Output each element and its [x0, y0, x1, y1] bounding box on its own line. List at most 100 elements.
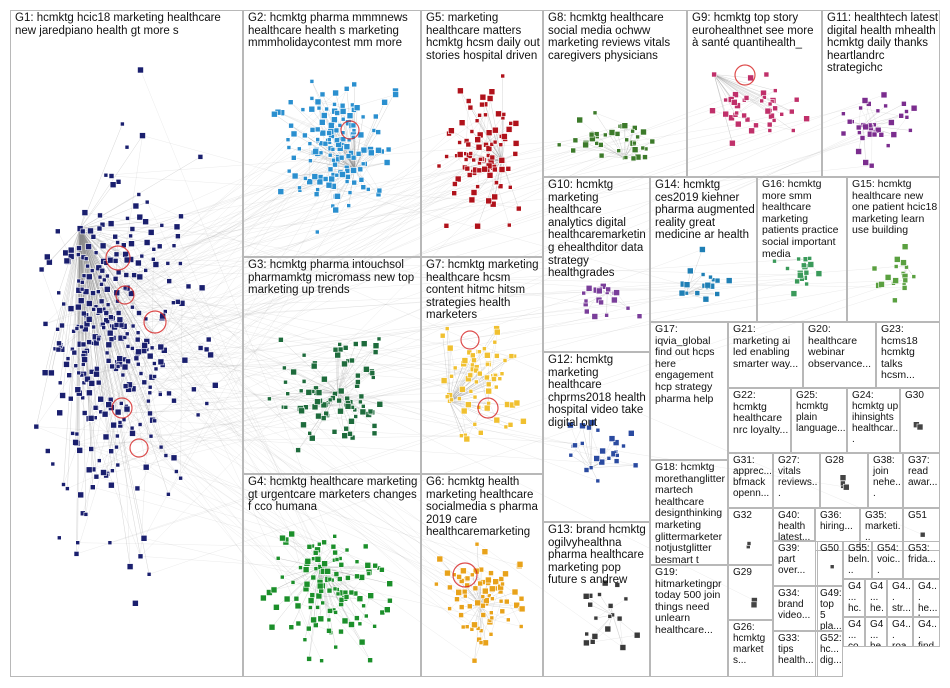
graph-node[interactable]: [76, 370, 81, 376]
graph-node[interactable]: [515, 205, 522, 212]
graph-node[interactable]: [619, 644, 627, 651]
graph-node[interactable]: [312, 549, 319, 556]
group-box-g27[interactable]: G27: vitals reviews...: [773, 453, 820, 508]
graph-node[interactable]: [478, 640, 484, 645]
graph-node[interactable]: [66, 372, 72, 379]
graph-node[interactable]: [919, 531, 926, 538]
graph-node[interactable]: [93, 370, 100, 378]
graph-node[interactable]: [86, 389, 93, 397]
graph-node[interactable]: [100, 469, 107, 476]
graph-node[interactable]: [344, 402, 352, 410]
graph-node[interactable]: [93, 473, 100, 480]
graph-node[interactable]: [72, 439, 79, 446]
graph-node[interactable]: [803, 115, 810, 122]
graph-node[interactable]: [890, 131, 898, 138]
graph-node[interactable]: [319, 91, 326, 98]
graph-node[interactable]: [124, 331, 130, 337]
graph-node[interactable]: [490, 596, 495, 602]
graph-node[interactable]: [146, 352, 154, 360]
graph-node[interactable]: [291, 172, 299, 180]
graph-node[interactable]: [132, 202, 140, 210]
graph-node[interactable]: [310, 574, 317, 581]
graph-node[interactable]: [607, 603, 614, 609]
graph-node[interactable]: [114, 408, 122, 416]
graph-node[interactable]: [341, 617, 349, 625]
graph-node[interactable]: [594, 141, 600, 146]
graph-node[interactable]: [354, 615, 360, 621]
graph-node[interactable]: [498, 598, 504, 604]
group-box-g53[interactable]: G53: frida...: [903, 541, 940, 579]
graph-node[interactable]: [623, 596, 629, 602]
graph-node[interactable]: [110, 421, 117, 429]
graph-node[interactable]: [474, 599, 482, 607]
graph-node[interactable]: [613, 289, 620, 296]
group-box-g1[interactable]: G1: hcmktg hcic18 marketing healthcare n…: [10, 10, 243, 677]
graph-node[interactable]: [313, 566, 319, 572]
graph-node[interactable]: [342, 344, 349, 351]
graph-node[interactable]: [477, 580, 484, 587]
graph-node[interactable]: [492, 166, 498, 173]
graph-node[interactable]: [355, 151, 362, 157]
graph-node[interactable]: [327, 152, 333, 158]
graph-node[interactable]: [462, 593, 468, 599]
graph-node[interactable]: [464, 575, 471, 582]
graph-node[interactable]: [55, 346, 62, 353]
graph-node[interactable]: [112, 233, 118, 240]
group-box-g4f[interactable]: G4... he... ins...: [865, 617, 887, 647]
graph-node[interactable]: [67, 305, 75, 312]
graph-node[interactable]: [156, 243, 163, 250]
graph-node[interactable]: [351, 81, 358, 88]
graph-node[interactable]: [97, 274, 103, 280]
graph-node[interactable]: [346, 112, 354, 119]
graph-node[interactable]: [103, 310, 110, 316]
graph-node[interactable]: [734, 120, 742, 128]
group-box-g4g[interactable]: G4... roa... lifel...: [887, 617, 913, 647]
graph-node[interactable]: [621, 443, 626, 449]
graph-node[interactable]: [73, 551, 80, 557]
graph-node[interactable]: [750, 601, 758, 609]
graph-node[interactable]: [367, 592, 375, 600]
graph-node[interactable]: [171, 243, 177, 248]
graph-node[interactable]: [678, 289, 686, 297]
graph-node[interactable]: [366, 571, 372, 576]
graph-node[interactable]: [304, 557, 312, 565]
graph-node[interactable]: [98, 298, 105, 305]
graph-node[interactable]: [790, 128, 796, 133]
graph-node[interactable]: [356, 595, 364, 603]
graph-node[interactable]: [59, 322, 65, 329]
graph-node[interactable]: [327, 122, 335, 129]
graph-node[interactable]: [122, 335, 128, 340]
graph-node[interactable]: [507, 421, 514, 428]
graph-node[interactable]: [166, 491, 171, 497]
graph-node[interactable]: [99, 242, 107, 250]
graph-node[interactable]: [788, 108, 795, 115]
graph-node[interactable]: [493, 384, 499, 390]
graph-node[interactable]: [465, 141, 472, 148]
graph-node[interactable]: [357, 166, 364, 173]
graph-node[interactable]: [456, 151, 464, 158]
graph-node[interactable]: [474, 541, 480, 547]
graph-node[interactable]: [485, 145, 493, 152]
graph-node[interactable]: [108, 314, 114, 321]
graph-node[interactable]: [130, 346, 135, 351]
graph-node[interactable]: [482, 346, 487, 352]
graph-node[interactable]: [148, 433, 154, 439]
graph-node[interactable]: [505, 166, 512, 172]
graph-node[interactable]: [766, 121, 773, 128]
group-box-g35[interactable]: G35: marketi...: [860, 508, 903, 551]
graph-node[interactable]: [310, 616, 317, 624]
graph-node[interactable]: [904, 109, 909, 114]
graph-node[interactable]: [316, 178, 324, 186]
graph-node[interactable]: [212, 381, 219, 389]
graph-node[interactable]: [85, 315, 93, 323]
graph-node[interactable]: [768, 112, 775, 120]
graph-node[interactable]: [124, 144, 130, 150]
graph-node[interactable]: [129, 226, 136, 232]
graph-node[interactable]: [459, 433, 464, 439]
graph-node[interactable]: [105, 273, 110, 279]
graph-node[interactable]: [63, 361, 70, 368]
graph-node[interactable]: [338, 596, 345, 603]
graph-node[interactable]: [568, 452, 574, 458]
graph-node[interactable]: [97, 395, 104, 403]
graph-node[interactable]: [99, 281, 104, 287]
